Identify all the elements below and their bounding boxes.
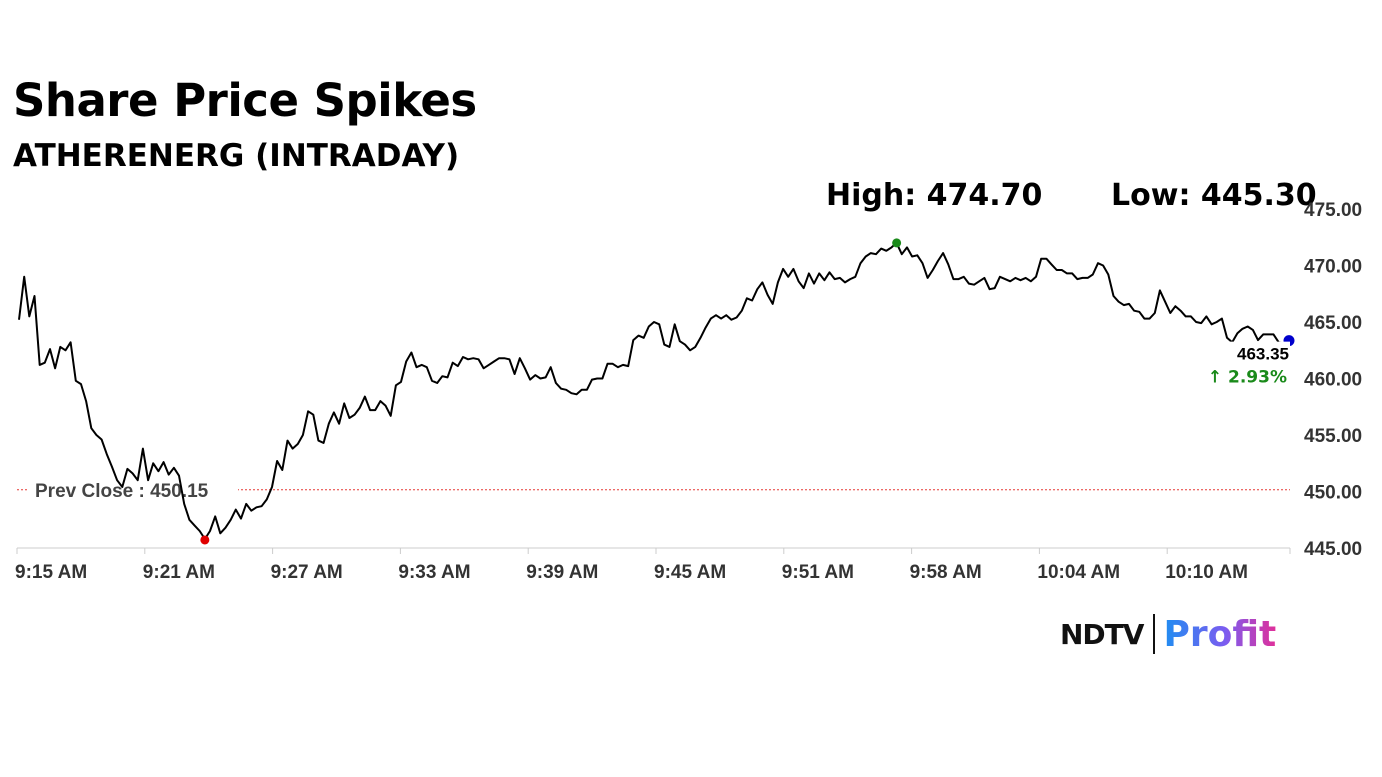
x-tick-label: 9:45 AM	[654, 562, 726, 583]
chart-subtitle: ATHERENERG (INTRADAY)	[13, 138, 460, 174]
y-tick-label: 465.00	[1304, 313, 1362, 334]
high-label: High: 474.70	[826, 178, 1043, 213]
y-tick-label: 455.00	[1304, 426, 1362, 447]
x-tick-label: 9:21 AM	[143, 562, 215, 583]
x-tick-label: 9:15 AM	[15, 562, 87, 583]
last-change-label: ↑ 2.93%	[1208, 368, 1287, 388]
low-label: Low: 445.30	[1111, 178, 1317, 213]
high-point-marker	[892, 238, 902, 248]
low-point-marker	[200, 535, 210, 545]
x-tick-label: 9:27 AM	[271, 562, 343, 583]
ndtv-profit-logo: NDTV Profit	[1060, 610, 1276, 658]
y-tick-label: 445.00	[1304, 539, 1362, 560]
x-tick-label: 9:39 AM	[526, 562, 598, 583]
y-tick-label: 475.00	[1304, 200, 1362, 221]
logo-profit-text: Profit	[1163, 613, 1277, 655]
price-line	[18, 241, 1290, 540]
last-price-label-bg	[1226, 341, 1290, 390]
x-tick-label: 9:33 AM	[398, 562, 470, 583]
prev-close-label-bg	[28, 475, 238, 502]
chart-title: Share Price Spikes	[13, 74, 477, 127]
x-tick-label: 9:51 AM	[782, 562, 854, 583]
prev-close-label: Prev Close : 450.15	[35, 481, 209, 502]
y-tick-label: 450.00	[1304, 483, 1362, 504]
y-tick-label: 460.00	[1304, 370, 1362, 391]
logo-separator	[1153, 614, 1156, 654]
x-tick-label: 10:10 AM	[1165, 562, 1248, 583]
last-price-label: 463.35	[1237, 345, 1289, 364]
logo-ndtv-text: NDTV	[1060, 617, 1144, 651]
x-tick-label: 9:58 AM	[910, 562, 982, 583]
x-tick-label: 10:04 AM	[1037, 562, 1120, 583]
y-tick-label: 470.00	[1304, 257, 1362, 278]
